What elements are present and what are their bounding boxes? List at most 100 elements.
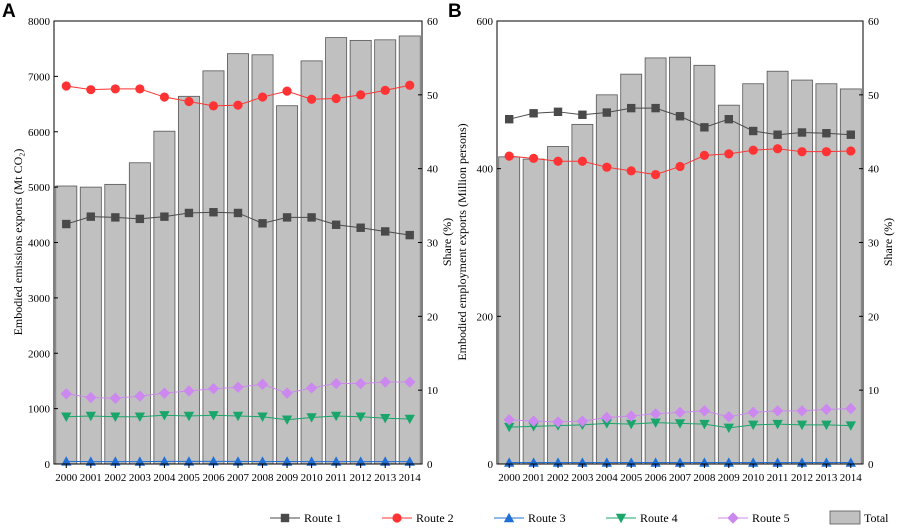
panel-b-bar-total-2006 (644, 57, 667, 465)
panel-a-point-route-5-2003 (134, 390, 146, 402)
panel-b-point-route-5-2006 (649, 408, 662, 420)
panel-a-left-tick-label: 1000 (28, 404, 51, 416)
panel-a-right-tick-label: 10 (427, 385, 439, 397)
panel-a-x-tick-label: 2000 (55, 472, 78, 484)
panel-a-lines (60, 80, 416, 466)
panel-a-bar-total-2010 (300, 60, 323, 465)
panel-b-point-route-4-2000 (504, 422, 515, 433)
panel-b-x-tick-label: 2003 (571, 472, 594, 484)
panel-b-x-tick-label: 2012 (791, 472, 813, 484)
panel-b-x-tick-label: 2000 (498, 472, 521, 484)
panel-a-left-tick-label: 8000 (28, 16, 51, 28)
panel-a-point-route-4-2002 (110, 412, 121, 422)
panel-a-point-route-1-2007 (233, 208, 243, 218)
panel-b-x-tick-label: 2001 (523, 472, 545, 484)
panel-b-point-route-2-2003 (577, 156, 588, 166)
panel-a-point-route-1-2000 (62, 219, 71, 229)
panel-a-point-route-5-2006 (207, 382, 220, 395)
legend-marker-route-5 (727, 512, 739, 524)
panel-a-point-route-5-2002 (109, 392, 122, 404)
panel-b-left-tick-label: 400 (477, 164, 494, 176)
panel-b-point-route-2-2006 (651, 169, 661, 180)
panel-b-point-route-5-2000 (503, 414, 515, 426)
panel-a-x-tick-label: 2007 (227, 472, 250, 484)
panel-b-point-route-4-2011 (772, 419, 783, 430)
legend-marker-route-2 (392, 513, 402, 523)
panel-b-point-route-1-2005 (627, 103, 636, 113)
panel-b-right-tick-label: 30 (868, 238, 880, 250)
panel-a: A 0 1000 2000 3000 4000 5000 6000 7000 8000 0 10 20… (2, 1, 454, 484)
panel-b-x-tick-label: 2007 (669, 472, 692, 484)
panel-a-point-route-2-2004 (159, 92, 169, 102)
panel-b-x-tick-label: 2009 (718, 472, 741, 484)
panel-a-bar-total-2008 (251, 54, 274, 465)
panel-a-point-route-1-2008 (258, 219, 267, 228)
panel-a-bars (55, 35, 421, 465)
panel-a-point-route-4-2010 (306, 413, 317, 423)
panel-a-point-route-1-2004 (160, 212, 169, 221)
panel-a-x-tick-label: 2003 (129, 472, 152, 484)
legend: Route 1 Route 2 Route 3 Route 4 Route 5 Total (270, 510, 889, 525)
panel-b-point-route-5-2004 (601, 411, 613, 424)
panel-b-point-route-2-2012 (797, 147, 807, 157)
panel-b-point-route-4-2007 (674, 419, 686, 429)
panel-b-point-route-1-2009 (724, 114, 733, 124)
panel-a-axes: 0 1000 2000 3000 4000 5000 6000 7000 8000 0 10 20 30… (28, 16, 439, 484)
legend-label-route-3: Route 3 (528, 511, 566, 525)
panel-a-point-route-1-2001 (86, 212, 95, 221)
panel-a-point-route-5-2008 (256, 378, 269, 390)
panel-b-x-tick-label: 2005 (620, 472, 643, 484)
panel-a-point-route-5-2010 (305, 382, 318, 394)
panel-a-point-route-2-2008 (257, 92, 268, 102)
panel-b-point-route-5-2005 (625, 410, 637, 422)
panel-a-point-route-1-2014 (405, 230, 414, 240)
panel-a-right-tick-label: 0 (427, 459, 433, 471)
panel-b-letter: B (448, 1, 462, 22)
panel-a-x-tick-label: 2002 (104, 472, 126, 484)
panel-a-bar-total-2014 (398, 35, 421, 465)
panel-b-point-route-2-2001 (529, 153, 539, 163)
panel-a-point-route-3-2009 (281, 456, 293, 466)
legend-label-route-1: Route 1 (304, 511, 342, 525)
panel-a-point-route-2-2011 (331, 93, 341, 104)
panel-b-point-route-4-2010 (748, 420, 759, 431)
panel-a-point-route-5-2007 (232, 381, 244, 393)
panel-a-point-route-4-2000 (61, 412, 72, 422)
panel-a-point-route-1-2009 (282, 213, 292, 222)
panel-b-point-route-2-2013 (821, 147, 832, 157)
panel-b-point-route-1-2014 (846, 130, 855, 139)
panel-b-point-route-2-2011 (773, 144, 783, 154)
panel-a-point-route-1-2003 (135, 214, 145, 224)
panel-a-left-tick-label: 5000 (28, 182, 51, 194)
panel-b-point-route-2-2010 (748, 145, 758, 155)
panel-a-point-route-3-2011 (330, 456, 342, 466)
panel-b-point-route-2-2000 (504, 151, 514, 161)
panel-a-x-tick-label: 2010 (301, 472, 324, 484)
panel-a-point-route-3-2013 (380, 456, 391, 466)
panel-a-point-route-1-2006 (209, 208, 218, 217)
panel-a-point-route-1-2010 (307, 213, 316, 222)
panel-a-point-route-2-2006 (208, 101, 219, 111)
panel-a-x-tick-label: 2014 (399, 472, 422, 484)
panel-a-bar-total-2009 (276, 105, 299, 465)
panel-a-point-route-3-2006 (208, 456, 219, 466)
panel-a-point-route-5-2013 (379, 376, 391, 388)
panel-b-point-route-1-2006 (651, 103, 660, 113)
panel-b-point-route-4-2012 (796, 420, 808, 431)
panel-a-left-axis-title: Embodied emissions exports (Mt CO₂) (11, 149, 25, 336)
panel-a-point-route-3-2008 (257, 456, 268, 466)
panel-b-point-route-4-2004 (601, 419, 612, 429)
panel-a-point-route-2-2005 (184, 96, 194, 107)
panel-a-point-route-4-2012 (355, 412, 366, 422)
panel-b-point-route-5-2011 (771, 405, 784, 417)
panel-b-x-tick-label: 2011 (767, 472, 789, 484)
panel-b-point-route-1-2000 (505, 114, 514, 124)
legend-label-total: Total (864, 511, 889, 525)
panel-a-point-route-1-2013 (381, 227, 390, 236)
panel-a-point-route-4-2009 (281, 415, 293, 425)
panel-b-point-route-5-2007 (674, 406, 686, 419)
panel-a-point-route-2-2010 (307, 94, 317, 104)
panel-a-point-route-5-2011 (330, 377, 342, 390)
panel-a-point-route-4-2014 (404, 414, 415, 425)
